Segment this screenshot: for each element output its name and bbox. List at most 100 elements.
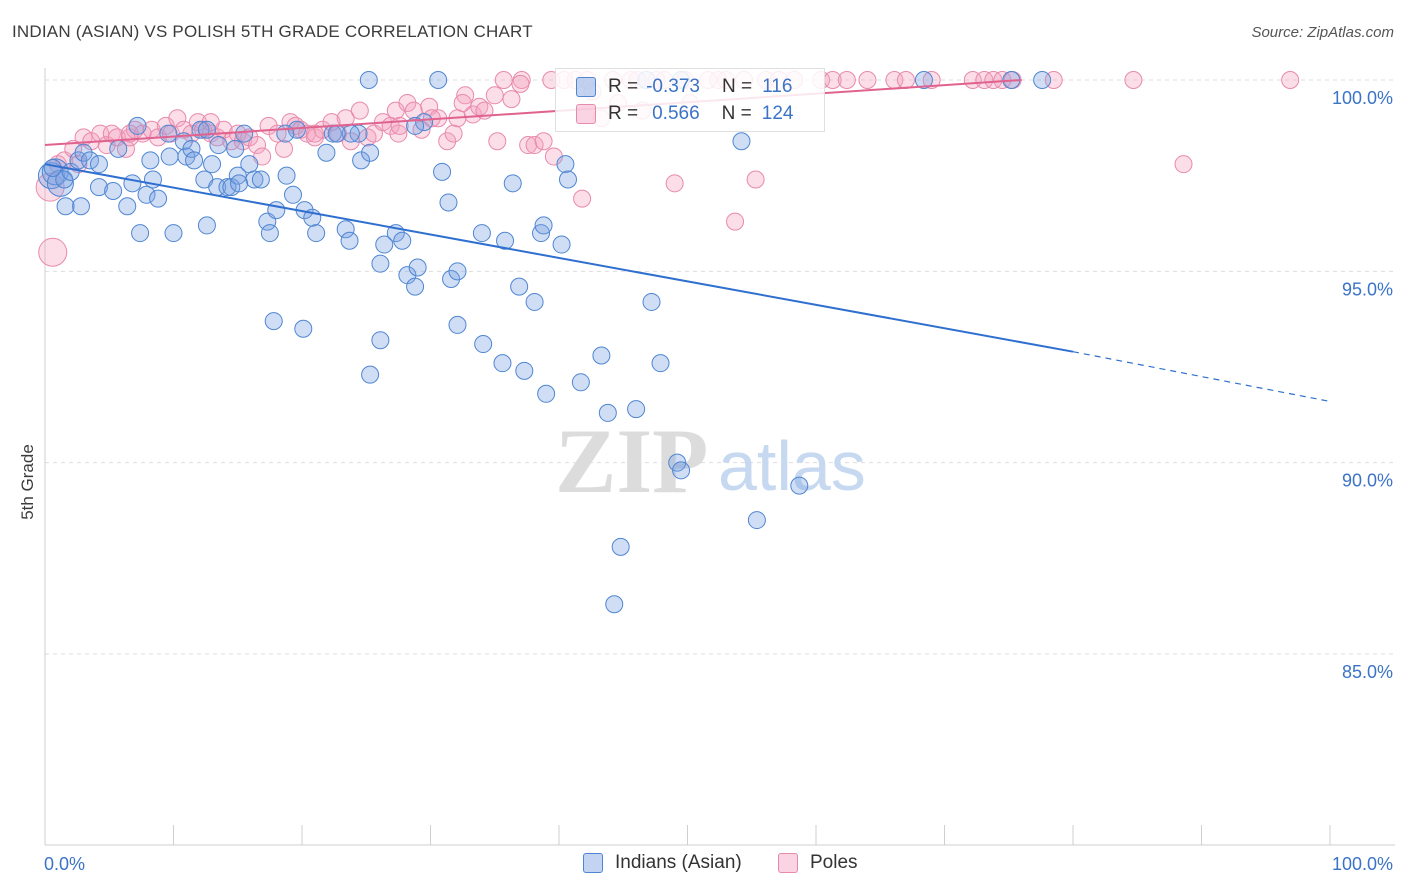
chart-title: INDIAN (ASIAN) VS POLISH 5TH GRADE CORRE… bbox=[12, 22, 533, 41]
trend-line-indians bbox=[44, 163, 1074, 353]
data-point-indians bbox=[371, 254, 390, 273]
data-point-poles bbox=[922, 71, 941, 89]
legend-item-indians[interactable]: Indians (Asian) bbox=[583, 852, 742, 874]
tick-labels: 100.0% 95.0% 90.0% 85.0% 0.0% 100.0% bbox=[44, 88, 1393, 874]
axes bbox=[44, 68, 1395, 846]
data-point-indians bbox=[104, 181, 123, 200]
data-point-indians bbox=[448, 315, 467, 334]
data-point-indians bbox=[375, 235, 394, 254]
data-point-indians bbox=[141, 151, 160, 170]
data-point-indians bbox=[317, 143, 336, 162]
data-point-indians bbox=[790, 476, 809, 495]
data-point-indians bbox=[361, 143, 380, 162]
data-point-poles bbox=[1174, 155, 1193, 174]
data-point-poles bbox=[305, 124, 324, 143]
data-point-indians bbox=[510, 277, 529, 296]
data-point-indians bbox=[260, 224, 279, 243]
legend-row-indians: R = -0.373 N = 116 bbox=[576, 76, 792, 98]
data-point-indians bbox=[185, 151, 204, 170]
data-point-poles bbox=[275, 139, 294, 158]
data-point-poles bbox=[305, 128, 324, 147]
data-point-indians bbox=[277, 166, 296, 185]
data-point-poles bbox=[182, 124, 201, 143]
data-point-indians bbox=[914, 71, 933, 89]
data-point-indians bbox=[149, 189, 168, 208]
data-point-indians bbox=[128, 116, 147, 135]
data-point-indians bbox=[235, 124, 254, 143]
data-point-indians bbox=[415, 113, 434, 132]
data-point-indians bbox=[352, 151, 371, 170]
data-point-indians bbox=[197, 120, 216, 139]
data-point-indians bbox=[109, 139, 128, 158]
data-point-indians bbox=[493, 354, 512, 373]
data-point-indians bbox=[118, 197, 137, 216]
data-point-indians bbox=[197, 216, 216, 235]
legend-swatch-blue bbox=[576, 77, 596, 97]
data-point-indians bbox=[284, 185, 303, 204]
data-point-poles bbox=[485, 86, 504, 105]
data-point-indians bbox=[747, 511, 766, 530]
legend-swatch-pink bbox=[576, 104, 596, 124]
legend-item-poles[interactable]: Poles bbox=[778, 852, 858, 874]
data-point-indians bbox=[251, 170, 270, 189]
data-point-indians bbox=[442, 269, 461, 288]
data-point-indians bbox=[226, 139, 245, 158]
data-point-poles bbox=[168, 109, 187, 128]
legend-n-value: 124 bbox=[761, 103, 794, 124]
data-point-indians bbox=[160, 147, 179, 166]
source-credit: Source: ZipAtlas.com bbox=[1251, 24, 1394, 41]
data-point-poles bbox=[726, 212, 745, 231]
data-point-indians bbox=[732, 132, 751, 151]
data-point-indians bbox=[433, 162, 452, 181]
data-point-indians bbox=[80, 151, 99, 170]
data-point-indians bbox=[592, 346, 611, 365]
legend-label-indians: Indians (Asian) bbox=[615, 852, 742, 873]
data-point-indians bbox=[552, 235, 571, 254]
data-point-indians bbox=[651, 354, 670, 373]
data-point-indians bbox=[496, 231, 515, 250]
y-tick-label: 95.0% bbox=[1342, 279, 1393, 299]
data-point-poles bbox=[494, 71, 513, 89]
data-point-indians bbox=[137, 185, 156, 204]
data-point-indians bbox=[537, 384, 556, 403]
data-point-indians bbox=[245, 170, 264, 189]
y-tick-label: 90.0% bbox=[1342, 471, 1393, 491]
data-point-indians bbox=[203, 155, 222, 174]
data-point-poles bbox=[1281, 71, 1300, 89]
data-point-indians bbox=[1033, 71, 1052, 89]
data-point-indians bbox=[89, 155, 108, 174]
data-point-indians bbox=[182, 139, 201, 158]
data-point-poles bbox=[404, 101, 423, 120]
y-tick-label: 100.0% bbox=[1332, 88, 1393, 108]
data-point-indians bbox=[307, 224, 326, 243]
data-point-poles bbox=[746, 170, 765, 189]
x-tick-label: 100.0% bbox=[1332, 854, 1393, 874]
data-point-indians bbox=[56, 197, 75, 216]
data-point-indians bbox=[264, 312, 283, 331]
trend-line-indians-extrapolated bbox=[1072, 351, 1331, 403]
data-point-indians bbox=[74, 143, 93, 162]
data-point-indians bbox=[240, 155, 259, 174]
data-point-indians bbox=[558, 170, 577, 189]
legend-n-label: N = bbox=[721, 103, 752, 124]
y-axis-label: 5th Grade bbox=[18, 444, 37, 520]
legend-r-value: 0.566 bbox=[652, 103, 700, 124]
data-point-indians bbox=[642, 292, 661, 311]
data-point-indians bbox=[627, 400, 646, 419]
data-point-poles bbox=[896, 71, 915, 89]
legend-r-value: -0.373 bbox=[646, 76, 700, 97]
data-point-poles bbox=[438, 132, 457, 151]
data-point-poles bbox=[120, 124, 139, 143]
data-point-poles bbox=[38, 237, 68, 267]
data-point-poles bbox=[519, 136, 538, 155]
data-point-poles bbox=[858, 71, 877, 89]
data-point-indians bbox=[55, 170, 74, 189]
data-point-indians bbox=[515, 361, 534, 380]
watermark: ZIP bbox=[555, 410, 708, 512]
data-point-indians bbox=[37, 162, 65, 190]
data-point-indians bbox=[218, 178, 237, 197]
data-point-indians bbox=[429, 71, 448, 89]
data-point-indians bbox=[294, 319, 313, 338]
legend-r-label: R = bbox=[608, 76, 639, 97]
data-point-indians bbox=[672, 461, 691, 480]
